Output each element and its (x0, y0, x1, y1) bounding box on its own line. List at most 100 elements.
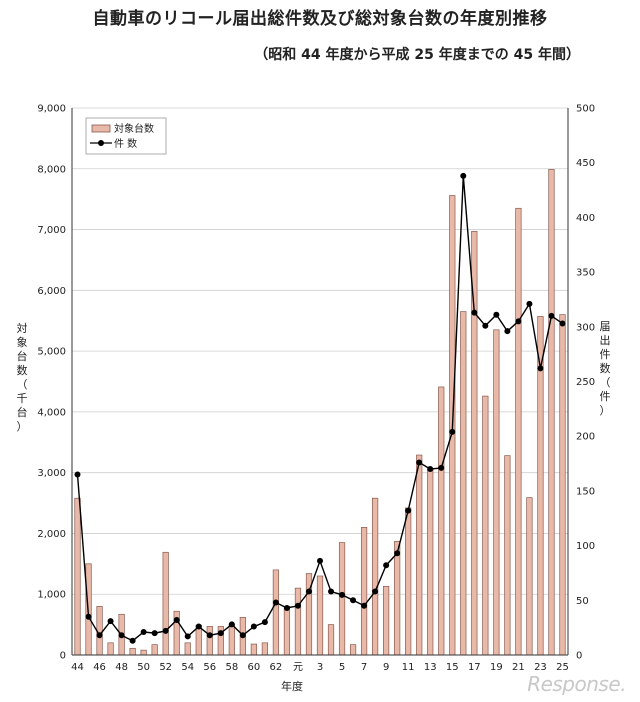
x-tick-label: 9 (383, 662, 389, 673)
x-tick-label: 15 (446, 662, 459, 673)
legend-box (85, 117, 167, 155)
legend-bar-swatch (91, 124, 111, 133)
x-tick-label: 19 (490, 662, 503, 673)
right-tick-label: 300 (576, 322, 595, 333)
bar (504, 455, 511, 656)
bar (360, 527, 368, 656)
bar (338, 542, 346, 656)
legend-bar-label: 対象台数 (114, 122, 154, 135)
axis-label-char: 対 (17, 321, 28, 335)
right-tick-label: 500 (576, 104, 595, 115)
axis-label-char: （ (600, 376, 611, 389)
count-point (272, 599, 279, 606)
count-point (217, 630, 224, 637)
left-axis-label: 対象台数（千台） (17, 321, 28, 433)
count-point (504, 328, 511, 335)
count-point (526, 300, 533, 307)
x-tick-label: 44 (71, 662, 84, 673)
legend-line-marker (98, 140, 104, 146)
x-tick-label: 23 (534, 662, 547, 673)
count-point (85, 613, 92, 620)
x-tick-label: 52 (159, 662, 172, 673)
count-point (339, 591, 346, 598)
right-axis-ticks: 0 50 100 150 200 250 300 350 400 450 500 (576, 104, 595, 662)
legend: 対象台数 件 数 (85, 117, 167, 155)
left-tick-label: 6,000 (37, 286, 66, 297)
axis-label-char: 数 (600, 362, 611, 375)
right-tick-label: 250 (576, 377, 595, 388)
count-point (394, 550, 401, 557)
bar (493, 329, 500, 656)
bar (206, 626, 213, 656)
watermark-logo: Response. (527, 672, 626, 696)
count-point (294, 602, 301, 609)
bar (107, 642, 114, 656)
bar (526, 497, 533, 656)
count-point (118, 632, 125, 639)
count-point (96, 632, 103, 639)
x-tick-label: 62 (270, 662, 283, 673)
x-tick-label: 11 (402, 662, 415, 673)
axis-label-char: 千 (17, 392, 28, 405)
count-point (427, 466, 434, 473)
bar (272, 569, 280, 656)
bar (515, 207, 522, 656)
left-tick-label: 8,000 (37, 164, 66, 175)
count-point (195, 623, 202, 630)
count-point (515, 318, 522, 325)
x-axis-label: 年度 (281, 679, 303, 693)
x-tick-label: 21 (512, 662, 525, 673)
axis-label-char: 象 (17, 336, 28, 349)
axis-label-char: 件 (600, 348, 611, 361)
bar (195, 624, 202, 656)
bar (228, 624, 235, 656)
bar (129, 647, 136, 656)
line-series (74, 172, 566, 644)
bar (316, 575, 324, 656)
x-tick-label: 50 (137, 662, 150, 673)
count-point (372, 588, 379, 595)
bar (184, 642, 191, 656)
axis-label-char: 数 (17, 364, 28, 377)
x-tick-label: 5 (339, 662, 345, 673)
bar (162, 551, 169, 656)
x-tick-label: 60 (247, 662, 260, 673)
bar (151, 644, 158, 656)
axis-label-char: 台 (17, 405, 28, 419)
count-point (537, 365, 544, 372)
bar (283, 606, 291, 656)
left-tick-label: 1,000 (37, 590, 66, 601)
count-point (449, 428, 456, 435)
bar (482, 395, 489, 656)
count-point (317, 557, 323, 564)
bar (427, 469, 434, 656)
count-point (471, 309, 478, 316)
left-axis-ticks: 0 1,000 2,000 3,000 4,000 5,000 6,000 7,000 8,00… (37, 104, 66, 662)
count-point (250, 623, 257, 630)
axis-label-char: 件 (600, 390, 611, 403)
right-tick-label: 150 (576, 486, 595, 497)
x-tick-label: 13 (424, 662, 437, 673)
axis-label-char: 届 (600, 320, 611, 333)
count-point (173, 616, 180, 623)
right-tick-label: 0 (576, 651, 582, 662)
bar (140, 649, 147, 656)
x-tick-label: 46 (93, 662, 106, 673)
left-tick-label: 2,000 (37, 529, 66, 540)
axis-label-char: （ (17, 378, 28, 391)
count-line (76, 175, 563, 642)
bar (394, 540, 401, 656)
count-point (206, 632, 213, 639)
bar (349, 644, 357, 656)
x-tick-label: 3 (317, 662, 323, 673)
bar (261, 642, 268, 656)
count-point (559, 320, 566, 327)
bar (372, 497, 379, 656)
count-point (261, 619, 268, 626)
x-tick-label: 56 (203, 662, 216, 673)
bar (383, 585, 390, 656)
bar (74, 497, 81, 656)
count-point (493, 311, 500, 318)
bar (416, 454, 423, 656)
